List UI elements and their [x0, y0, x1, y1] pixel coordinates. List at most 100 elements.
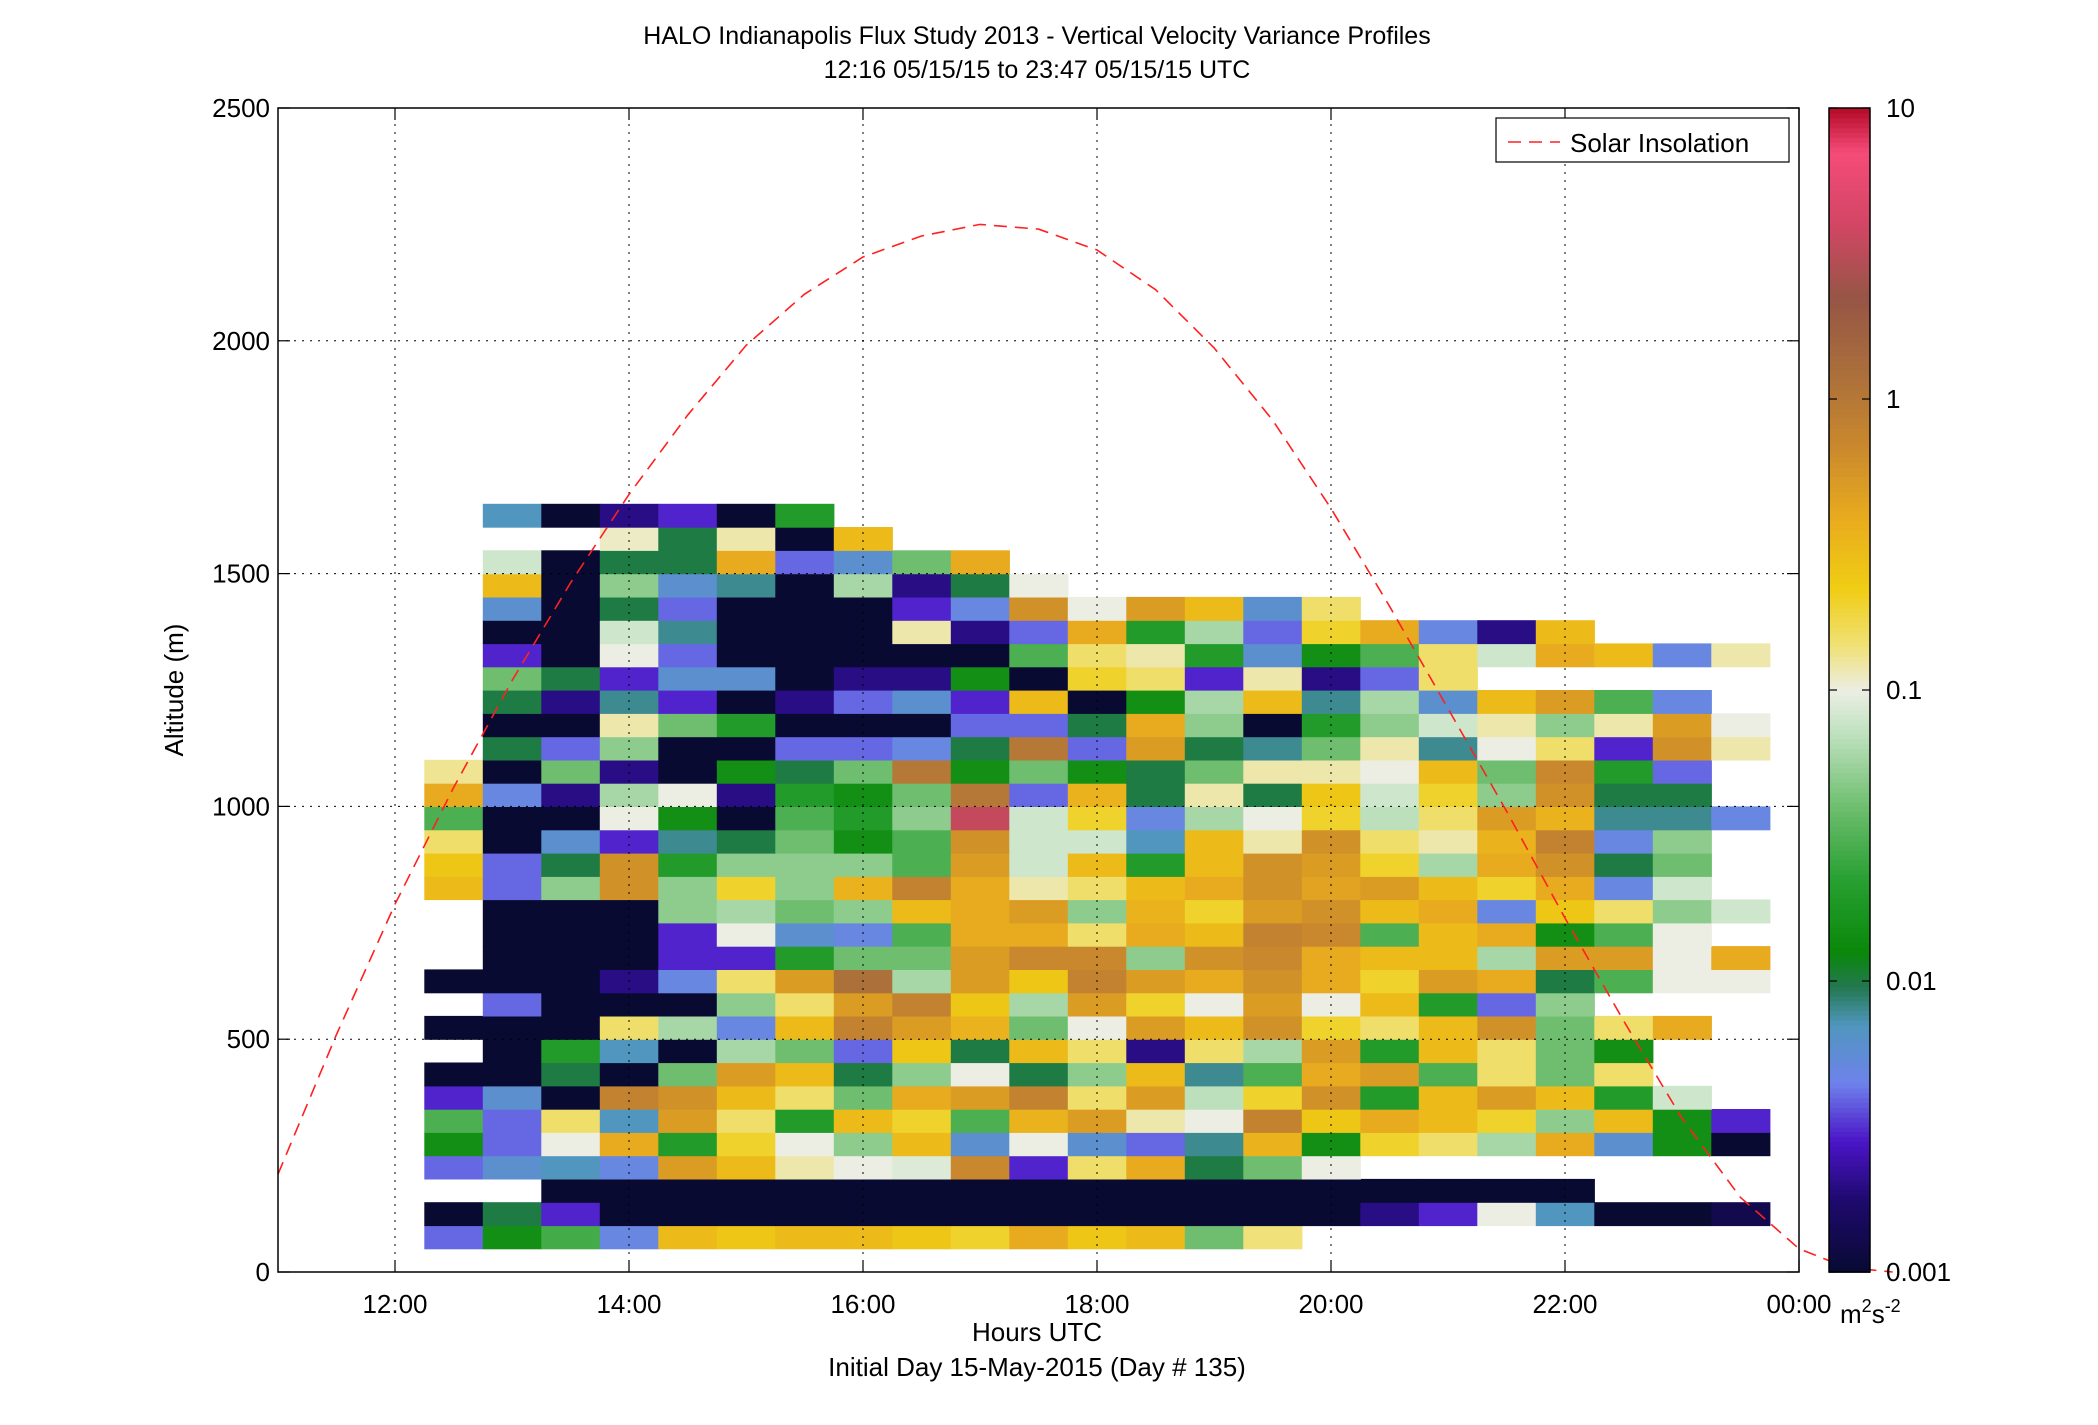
heatmap-cell	[482, 1202, 542, 1227]
heatmap-cell	[950, 1015, 1010, 1040]
colorbar-strip	[1829, 345, 1870, 352]
heatmap-cell	[541, 503, 601, 528]
heatmap-cell	[599, 503, 659, 528]
heatmap-cell	[950, 829, 1010, 854]
heatmap-cell	[599, 853, 659, 877]
heatmap-cell	[599, 620, 659, 645]
colorbar-strip	[1829, 908, 1870, 914]
heatmap-cell	[658, 1202, 718, 1227]
colorbar-strip	[1829, 714, 1870, 720]
heatmap-cell	[716, 1132, 776, 1157]
heatmap-cell	[716, 806, 776, 831]
heatmap-cell	[775, 1225, 835, 1250]
heatmap-cell	[833, 1039, 893, 1064]
heatmap-cell	[1418, 853, 1478, 877]
heatmap-cell	[833, 527, 893, 551]
heatmap-cell	[1009, 1085, 1069, 1110]
heatmap-cell	[599, 1178, 659, 1203]
heatmap-cell	[1418, 876, 1478, 901]
colorbar-strip	[1829, 976, 1870, 982]
heatmap-cell	[1652, 1132, 1712, 1157]
heatmap-cell	[833, 643, 893, 668]
colorbar-strip	[1829, 321, 1870, 328]
heatmap-cell	[482, 596, 542, 621]
heatmap-cell	[1067, 922, 1127, 947]
colorbar-strip	[1829, 1145, 1870, 1152]
heatmap-cell	[541, 1132, 601, 1157]
colorbar-strip	[1829, 1194, 1870, 1201]
colorbar-strip	[1829, 612, 1870, 619]
heatmap-cell	[658, 1225, 718, 1250]
heatmap-cell	[541, 666, 601, 691]
heatmap-cell	[1009, 620, 1069, 645]
heatmap-cell	[950, 806, 1010, 831]
colorbar-strip	[1829, 622, 1870, 628]
heatmap-cell	[1652, 690, 1712, 714]
y-axis-label: Altitude (m)	[159, 624, 189, 757]
heatmap-cell	[1126, 1085, 1186, 1110]
heatmap-cell	[1477, 899, 1537, 924]
heatmap-cell	[482, 969, 542, 994]
heatmap-cell	[833, 759, 893, 784]
heatmap-cell	[1126, 713, 1186, 738]
heatmap-cell	[658, 1062, 718, 1087]
heatmap-cell	[892, 1109, 952, 1133]
heatmap-cell	[424, 1015, 484, 1040]
heatmap-cell	[1243, 1202, 1303, 1227]
heatmap-cell	[1301, 783, 1361, 807]
heatmap-cell	[1243, 736, 1303, 761]
colorbar-strip	[1829, 442, 1870, 449]
heatmap-cell	[1301, 596, 1361, 621]
heatmap-cell	[482, 876, 542, 901]
heatmap-cell	[1126, 806, 1186, 831]
heatmap-cell	[541, 876, 601, 901]
colorbar-strip	[1829, 214, 1870, 221]
heatmap-cell	[1711, 969, 1771, 994]
plot-frame	[277, 107, 1800, 1273]
colorbar-strip	[1829, 1073, 1870, 1079]
heatmap-cell	[482, 620, 542, 645]
heatmap-cell	[1126, 876, 1186, 901]
heatmap-cell	[1477, 806, 1537, 831]
heatmap-cell	[482, 1015, 542, 1040]
heatmap-cell	[716, 713, 776, 738]
heatmap-cell	[1360, 1015, 1420, 1040]
heatmap-cell	[658, 946, 718, 970]
heatmap-cell	[1418, 992, 1478, 1017]
colorbar-strip	[1829, 408, 1870, 415]
colorbar-strip	[1829, 680, 1870, 686]
heatmap-cell	[1184, 992, 1244, 1017]
heatmap-cell	[1360, 620, 1420, 645]
colorbar-strip	[1829, 675, 1870, 682]
heatmap-cell	[482, 829, 542, 854]
heatmap-cell	[1184, 876, 1244, 901]
heatmap-cell	[950, 1155, 1010, 1180]
axis-ticks: 12:00 14:00 16:00 18:00 20:00 22:00 00:00 0 500 1…	[212, 93, 1831, 1319]
heatmap-cell	[1301, 1015, 1361, 1040]
colorbar-tick-label: 0.1	[1886, 675, 1922, 705]
heatmap-cell	[1009, 573, 1069, 598]
colorbar-strip	[1829, 1024, 1870, 1031]
heatmap-cell	[1535, 853, 1595, 877]
heatmap-cell	[482, 1039, 542, 1064]
heatmap-cell	[658, 783, 718, 807]
x-tick-label: 14:00	[596, 1289, 661, 1319]
heatmap-cell	[658, 969, 718, 994]
heatmap-cell	[833, 1155, 893, 1180]
legend-label-solar-insolation: Solar Insolation	[1570, 128, 1749, 158]
colorbar-strip	[1829, 384, 1870, 391]
heatmap-cell	[1184, 620, 1244, 645]
heatmap-cell	[775, 643, 835, 668]
heatmap-cell	[950, 1178, 1010, 1203]
heatmap-cell	[1652, 643, 1712, 668]
heatmap-cell	[599, 1109, 659, 1133]
heatmap-cell	[1009, 876, 1069, 901]
colorbar-strip	[1829, 719, 1870, 725]
heatmap-cell	[1184, 736, 1244, 761]
colorbar-strip	[1829, 1121, 1870, 1128]
colorbar-strip	[1829, 253, 1870, 260]
heatmap-cell	[892, 690, 952, 714]
heatmap-cell	[541, 550, 601, 575]
heatmap-cell	[1184, 759, 1244, 784]
